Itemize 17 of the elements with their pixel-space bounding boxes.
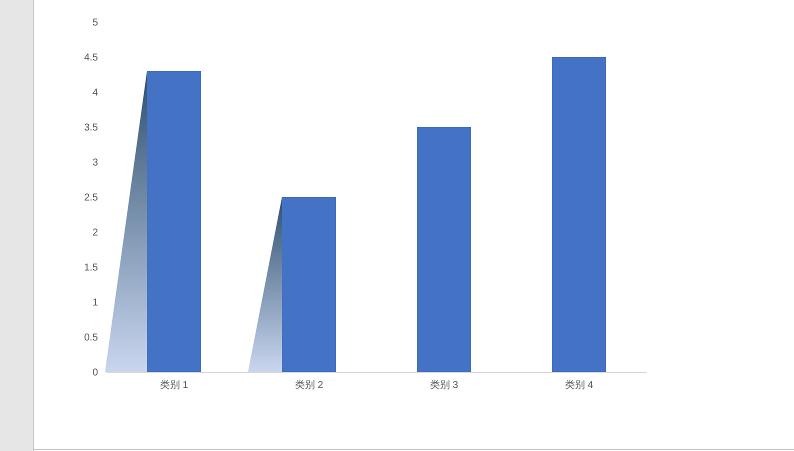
x-tick-label: 类别 1 xyxy=(160,379,189,391)
y-tick-label: 3.5 xyxy=(84,122,98,134)
y-tick-label: 5 xyxy=(92,18,98,28)
y-tick-label: 3 xyxy=(92,158,98,168)
y-tick-label: 0 xyxy=(92,368,98,378)
y-tick-label: 1 xyxy=(92,298,98,308)
x-tick-label: 类别 3 xyxy=(430,379,459,391)
bar xyxy=(417,127,471,372)
y-tick-label: 1.5 xyxy=(84,262,98,274)
y-tick-label: 4.5 xyxy=(84,52,98,64)
y-tick-label: 2 xyxy=(92,228,98,238)
y-tick-label: 0.5 xyxy=(84,332,98,344)
y-tick-label: 2.5 xyxy=(84,192,98,204)
y-tick-label: 4 xyxy=(92,88,98,98)
bar xyxy=(552,57,606,372)
x-tick-label: 类别 4 xyxy=(564,379,594,391)
x-tick-label: 类别 2 xyxy=(294,379,324,391)
